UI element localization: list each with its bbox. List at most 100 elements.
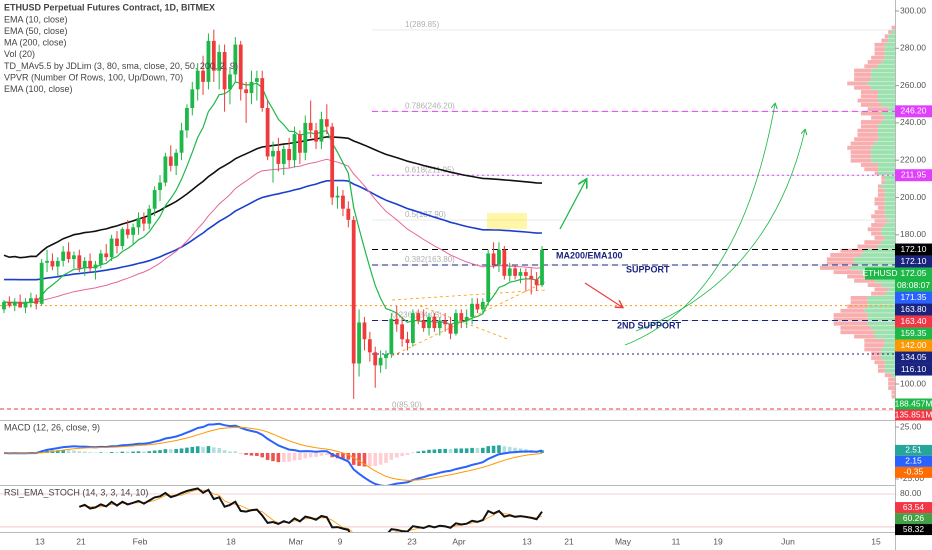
profile-bar	[871, 356, 882, 360]
macd-pane	[3, 422, 544, 485]
candle-body	[228, 74, 232, 90]
rsi-badge	[895, 524, 932, 536]
profile-bar	[881, 111, 895, 116]
candle-body	[292, 134, 297, 161]
profile-bar	[874, 330, 895, 335]
candle-body	[529, 275, 534, 280]
fib-label: 1(289.85)	[405, 20, 440, 29]
profile-bar	[877, 94, 895, 99]
profile-bar	[888, 107, 895, 112]
candle-body	[50, 260, 55, 267]
macd-hist	[335, 453, 340, 459]
candle-body	[141, 218, 146, 224]
profile-bar	[860, 102, 882, 107]
candle-body	[405, 339, 410, 343]
fib-label: 0.382(163.80)	[405, 255, 455, 264]
profile-bar	[840, 330, 875, 335]
macd-hist	[276, 453, 281, 463]
macd-hist	[190, 446, 195, 453]
candle-body	[448, 324, 453, 334]
macd-badge	[895, 466, 932, 478]
macd-hist	[147, 451, 152, 453]
profile-bar	[857, 128, 878, 133]
profile-bar	[867, 227, 882, 232]
candle-body	[115, 238, 119, 246]
profile-bar	[850, 300, 868, 305]
macd-hist	[292, 453, 297, 461]
macd-hist	[109, 452, 114, 453]
y-tick-label: 220.00	[900, 154, 926, 164]
candle-body	[152, 190, 157, 209]
indicator-name: EMA (10, close)	[4, 14, 68, 24]
macd-hist	[346, 453, 351, 460]
profile-bar	[884, 42, 895, 47]
candle-body	[131, 227, 136, 235]
candle-body	[480, 301, 485, 310]
signal-line	[4, 426, 543, 481]
macd-badge	[895, 444, 932, 456]
profile-bar	[860, 94, 878, 99]
price-badge-label: 172.10	[901, 256, 927, 266]
macd-hist	[298, 453, 302, 461]
profile-bar	[854, 261, 895, 266]
y-tick-label: 100.00	[900, 378, 926, 388]
candle-body	[314, 130, 318, 142]
candle-body	[265, 107, 270, 157]
profile-bar	[860, 111, 882, 116]
macd-hist	[222, 450, 227, 453]
macd-title: MACD (12, 26, close, 9)	[4, 422, 100, 432]
profile-bar	[891, 30, 895, 34]
x-tick-label: Apr	[452, 536, 465, 546]
profile-bar	[891, 390, 895, 395]
profile-bar	[864, 167, 878, 172]
y-tick-label: 180.00	[900, 229, 926, 239]
macd-hist	[378, 453, 383, 465]
profile-bar	[867, 313, 895, 318]
macd-hist	[212, 447, 216, 453]
macd-hist	[125, 451, 130, 453]
profile-bar	[854, 72, 872, 77]
candle-body	[410, 313, 415, 343]
candle-body	[518, 272, 523, 276]
macd-hist	[481, 447, 485, 453]
candle-body	[523, 272, 528, 276]
candle-body	[163, 156, 168, 183]
profile-bar	[871, 145, 895, 150]
profile-bar	[884, 193, 895, 197]
macd-hist	[131, 451, 135, 453]
macd-hist	[405, 453, 410, 455]
profile-bar	[871, 326, 895, 330]
profile-bar	[867, 304, 895, 309]
candle-body	[185, 107, 189, 131]
candle-body	[39, 262, 44, 304]
profile-bar	[884, 47, 895, 52]
candle-body	[437, 320, 442, 329]
profile-bar	[867, 295, 895, 300]
macd-badge	[895, 455, 932, 467]
candle-body	[88, 260, 92, 269]
macd-line	[3, 422, 543, 485]
profile-bar	[850, 158, 872, 163]
rsi-badge-label: 63.54	[903, 502, 925, 512]
symbol-label: ETHUSD	[863, 268, 898, 278]
macd-hist	[368, 453, 372, 467]
profile-bar	[850, 154, 872, 159]
price-badge	[895, 105, 932, 118]
profile-bar	[871, 68, 895, 73]
profile-bar	[888, 34, 895, 39]
price-badge-label: 172.10	[901, 244, 927, 254]
candle-body	[507, 268, 512, 276]
profile-bar	[888, 381, 895, 386]
rsi-pane	[0, 487, 895, 532]
candle-body	[470, 303, 474, 317]
candle-body	[421, 320, 426, 329]
profile-bar	[884, 338, 895, 343]
macd-hist	[341, 453, 345, 460]
profile-bar	[891, 394, 895, 399]
profile-bar	[847, 304, 868, 309]
candle-body	[367, 339, 372, 353]
candle-body	[357, 322, 361, 364]
profile-bar	[857, 98, 878, 103]
candle-body	[174, 152, 179, 166]
macd-hist	[454, 448, 458, 453]
